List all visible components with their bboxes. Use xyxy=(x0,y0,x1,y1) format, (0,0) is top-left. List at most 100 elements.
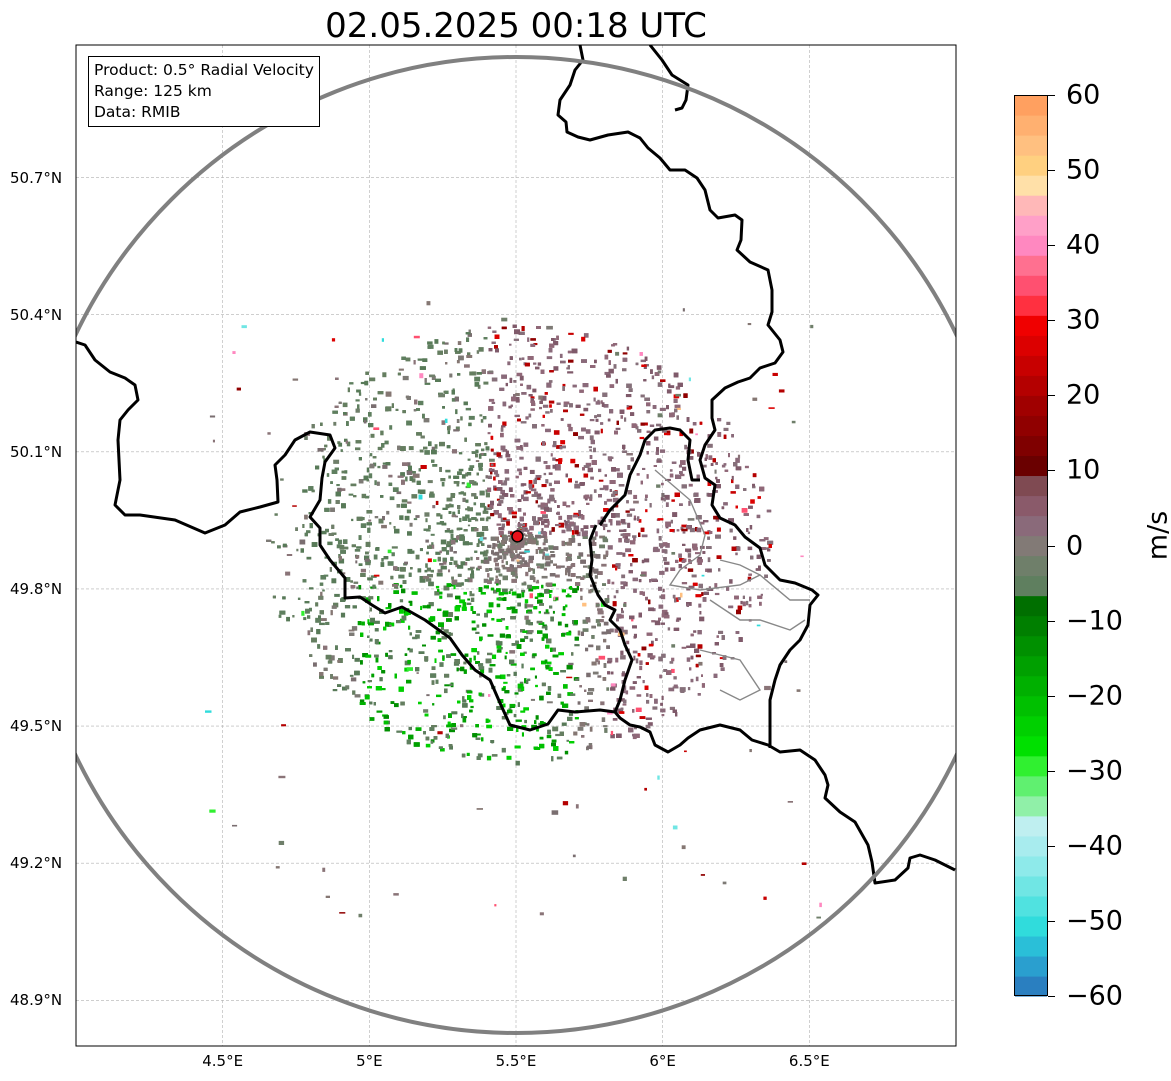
echo-pixel xyxy=(586,554,592,557)
echo-pixel xyxy=(535,684,538,688)
echo-pixel xyxy=(404,653,408,656)
echo-pixel xyxy=(646,693,649,697)
echo-pixel xyxy=(448,475,451,479)
echo-pixel xyxy=(565,552,570,556)
echo-pixel xyxy=(409,602,413,606)
echo-pixel xyxy=(622,671,625,674)
echo-pixel xyxy=(354,657,360,662)
echo-pixel xyxy=(424,450,430,455)
echo-pixel xyxy=(442,406,445,409)
echo-pixel xyxy=(368,519,372,522)
echo-pixel xyxy=(726,421,731,425)
echo-pixel xyxy=(550,551,555,553)
echo-pixel xyxy=(338,442,343,447)
echo-pixel xyxy=(694,648,700,653)
echo-pixel xyxy=(498,573,503,577)
echo-pixel xyxy=(394,585,399,589)
echo-pixel xyxy=(590,567,595,573)
echo-pixel xyxy=(539,695,544,701)
echo-pixel xyxy=(615,568,618,571)
echo-pixel xyxy=(574,483,581,489)
echo-pixel xyxy=(555,524,561,527)
echo-pixel xyxy=(556,756,563,760)
echo-pixel xyxy=(377,465,381,469)
echo-pixel xyxy=(435,679,439,684)
echo-pixel xyxy=(527,337,530,342)
echo-pixel xyxy=(701,674,703,677)
echo-pixel xyxy=(757,496,761,499)
echo-pixel xyxy=(436,572,443,577)
echo-pixel xyxy=(455,351,461,354)
echo-pixel xyxy=(636,473,640,476)
echo-pixel xyxy=(644,397,650,401)
echo-pixel xyxy=(478,666,485,670)
echo-pixel xyxy=(689,527,695,533)
echo-pixel xyxy=(498,592,504,596)
echo-pixel xyxy=(331,469,338,474)
echo-pixel xyxy=(601,631,608,635)
echo-pixel xyxy=(469,566,475,569)
echo-pixel xyxy=(582,535,588,539)
echo-pixel xyxy=(620,586,625,589)
echo-pixel xyxy=(475,443,481,447)
echo-pixel xyxy=(424,713,429,717)
echo-pixel xyxy=(493,476,496,481)
echo-pixel xyxy=(385,462,391,466)
echo-pixel xyxy=(457,471,462,475)
echo-pixel xyxy=(510,663,517,666)
echo-pixel xyxy=(324,507,330,512)
echo-pixel xyxy=(301,610,305,616)
echo-pixel xyxy=(537,547,542,550)
echo-pixel xyxy=(454,348,458,352)
echo-pixel xyxy=(456,360,460,364)
echo-pixel xyxy=(441,547,447,552)
echo-pixel xyxy=(511,511,517,515)
echo-pixel xyxy=(545,547,548,552)
echo-pixel xyxy=(566,565,572,569)
echo-pixel xyxy=(429,493,435,498)
echo-pixel xyxy=(468,518,472,522)
echo-pixel xyxy=(497,415,501,419)
echo-pixel xyxy=(633,635,637,639)
echo-pixel xyxy=(302,579,307,583)
echo-pixel xyxy=(315,465,320,470)
echo-pixel xyxy=(322,455,325,459)
echo-pixel xyxy=(541,682,546,687)
echo-pixel xyxy=(594,415,597,419)
echo-pixel xyxy=(553,341,559,346)
echo-pixel xyxy=(661,609,668,615)
echo-pixel xyxy=(688,585,695,588)
echo-pixel xyxy=(571,652,574,656)
echo-pixel xyxy=(541,626,548,629)
echo-pixel xyxy=(465,332,471,335)
echo-pixel xyxy=(505,548,509,552)
echo-pixel xyxy=(601,402,605,407)
echo-pixel xyxy=(417,358,424,361)
echo-pixel xyxy=(537,599,543,604)
echo-pixel xyxy=(557,505,560,508)
echo-pixel xyxy=(671,668,675,673)
echo-pixel xyxy=(451,711,458,715)
echo-pixel xyxy=(612,490,618,495)
echo-pixel xyxy=(398,574,405,579)
echo-pixel xyxy=(419,366,426,370)
echo-pixel xyxy=(422,413,425,419)
echo-pixel xyxy=(521,523,526,526)
echo-pixel xyxy=(659,449,666,453)
echo-pixel xyxy=(659,674,662,679)
echo-pixel xyxy=(334,593,340,597)
echo-pixel xyxy=(545,428,551,433)
echo-pixel xyxy=(474,382,480,387)
echo-pixel xyxy=(506,458,512,462)
echo-pixel xyxy=(567,593,570,597)
echo-pixel xyxy=(451,576,454,580)
echo-pixel xyxy=(480,559,484,564)
echo-pixel xyxy=(506,674,511,677)
echo-pixel xyxy=(565,473,568,478)
echo-pixel xyxy=(449,683,453,686)
echo-pixel xyxy=(516,528,520,532)
echo-pixel xyxy=(598,479,604,482)
echo-pixel xyxy=(554,466,561,471)
echo-pixel xyxy=(542,556,545,560)
echo-pixel xyxy=(675,474,682,479)
